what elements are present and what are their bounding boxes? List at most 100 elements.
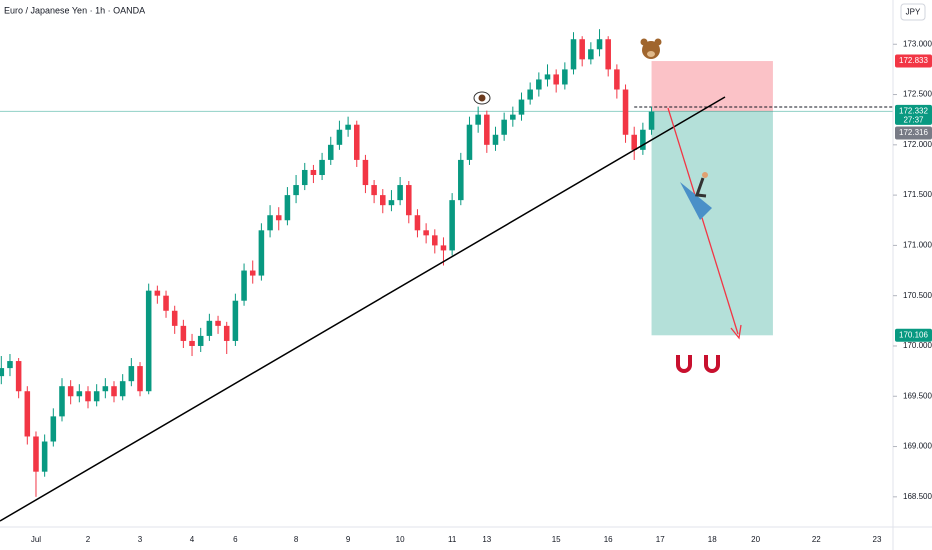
candle-body <box>406 185 412 216</box>
candle-body <box>510 114 516 120</box>
currency-box[interactable] <box>900 3 926 21</box>
x-tick-label: 16 <box>604 535 613 544</box>
stop-zone <box>651 61 773 112</box>
y-tick-label: 171.000 <box>903 241 932 250</box>
candle-body <box>50 416 57 442</box>
y-tick-label: 169.500 <box>903 391 932 400</box>
candle-body <box>432 235 438 246</box>
candle-body <box>154 290 161 296</box>
candle-body <box>614 69 620 90</box>
candles <box>0 29 655 497</box>
candle-body <box>631 134 637 150</box>
chart-title: Euro / Japanese Yen · 1h · OANDA <box>4 5 145 15</box>
candle-body <box>258 230 265 276</box>
x-tick-label: 4 <box>190 535 195 544</box>
x-tick-label: Jul <box>31 535 41 544</box>
candle-body <box>137 366 143 392</box>
candle-body <box>536 79 542 90</box>
candle-body <box>336 129 343 145</box>
candle-body <box>345 124 351 130</box>
arrow-head <box>730 324 742 340</box>
y-tick-label: 169.000 <box>903 442 932 451</box>
price-axis <box>893 0 932 527</box>
currency: JPY <box>906 8 921 17</box>
position-layer <box>0 61 893 336</box>
surfer-icon <box>680 172 712 220</box>
candle-body <box>605 39 611 70</box>
candle-body <box>24 391 31 437</box>
candle-body <box>111 386 117 397</box>
candle-body <box>223 325 230 341</box>
candle-body <box>163 295 169 311</box>
candle-body <box>579 39 585 60</box>
candle-body <box>171 310 178 326</box>
candle-body <box>33 436 39 472</box>
trend-line <box>0 96 726 522</box>
candle-body <box>484 114 490 145</box>
x-tick-label: 17 <box>656 535 665 544</box>
candle-body <box>475 114 481 125</box>
magnet-icons <box>676 355 720 373</box>
candle-body <box>640 129 646 150</box>
bid-price-label: 172.316 <box>899 128 928 137</box>
axes: 168.500 169.000 169.500 170.000 170.500 171.0… <box>31 39 932 544</box>
candle-body <box>527 89 533 100</box>
candle-body <box>353 124 360 160</box>
projection-arrow <box>667 107 739 335</box>
candle-body <box>215 320 221 326</box>
candle-body <box>41 441 48 472</box>
candle-body <box>301 169 308 186</box>
candle-body <box>102 386 109 392</box>
take-profit-label: 170.106 <box>899 330 928 339</box>
candle-body <box>197 335 204 346</box>
candle-body <box>15 361 22 392</box>
x-tick-label: 15 <box>552 535 561 544</box>
candle-body <box>145 290 152 392</box>
candle-body <box>501 119 507 135</box>
candle-body <box>284 195 291 221</box>
take-profit-badge <box>895 328 932 342</box>
candle-body <box>180 325 187 341</box>
candle-body <box>648 111 655 130</box>
candle-body <box>206 320 213 336</box>
candle-body <box>0 368 5 377</box>
candle-body <box>449 200 455 251</box>
candle-body <box>466 124 473 160</box>
x-tick-label: 20 <box>751 535 760 544</box>
y-tick-label: 170.000 <box>903 341 932 350</box>
candle-body <box>267 215 273 231</box>
candle-body <box>588 49 594 60</box>
bear-icon <box>640 38 662 59</box>
candle-body <box>67 386 74 397</box>
last-price-countdown: 27:37 <box>903 116 924 125</box>
candle-body <box>249 270 256 276</box>
y-tick-label: 170.500 <box>903 291 932 300</box>
candle-body <box>7 361 13 369</box>
target-zone <box>651 111 773 336</box>
candle-body <box>380 195 386 206</box>
candle-body <box>544 74 551 80</box>
candle-body <box>59 386 65 417</box>
candle-body <box>232 300 239 341</box>
candle-body <box>388 200 395 206</box>
x-tick-label: 3 <box>138 535 143 544</box>
candle-body <box>553 74 559 85</box>
candle-body <box>518 99 525 115</box>
candle-body <box>362 159 369 186</box>
candle-body <box>76 391 83 397</box>
bid-price-badge <box>895 126 932 140</box>
y-tick-label: 172.500 <box>903 90 932 99</box>
last-price-label: 172.332 <box>899 107 928 116</box>
candle-body <box>570 39 577 70</box>
x-tick-label: 22 <box>812 535 821 544</box>
last-price-badge <box>895 104 932 125</box>
candle-body <box>397 185 403 201</box>
x-tick-label: 6 <box>233 535 238 544</box>
candle-body <box>128 366 135 382</box>
candle-body <box>371 185 377 196</box>
candle-body <box>293 185 299 196</box>
x-tick-label: 23 <box>873 535 882 544</box>
